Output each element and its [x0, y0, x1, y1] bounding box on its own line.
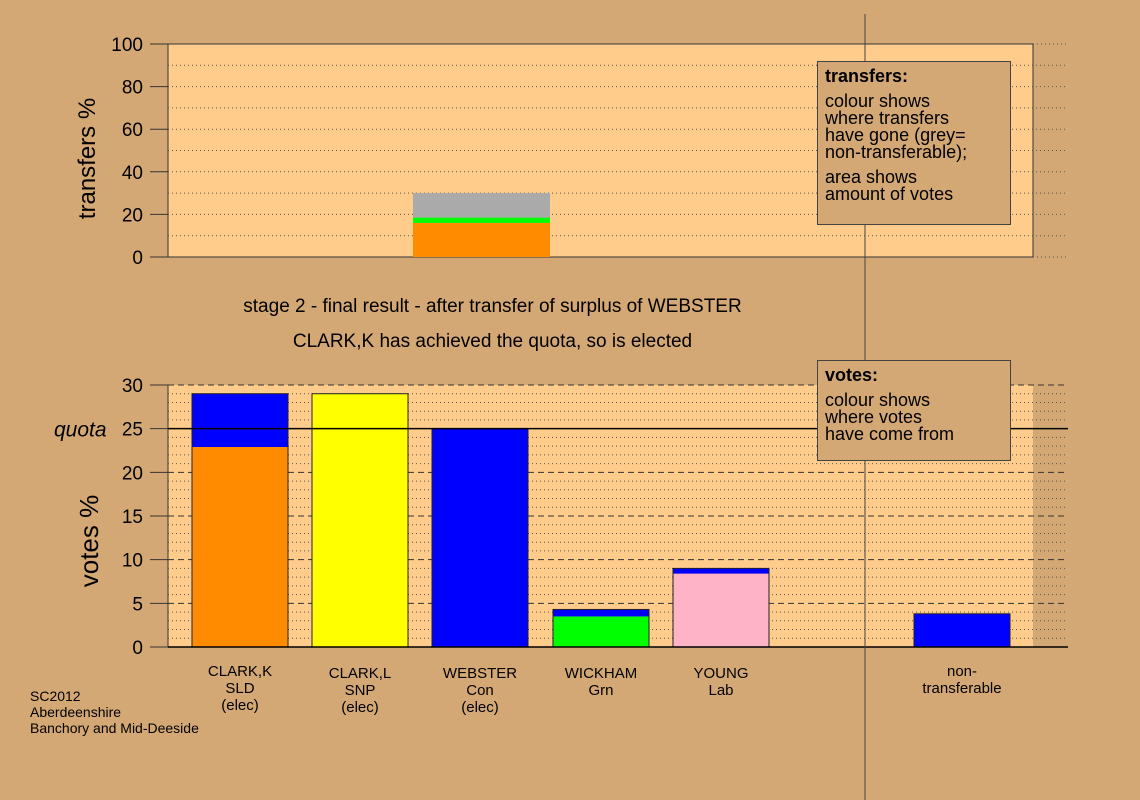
candidate-label-line: Grn	[588, 682, 614, 699]
votes-y-axis-label: votes %	[74, 495, 104, 588]
candidate-label-line: SNP	[344, 682, 376, 699]
transfers-legend-heading: transfers:	[825, 66, 909, 86]
source-note: SC2012 Aberdeenshire Banchory and Mid-De…	[30, 688, 199, 736]
quota-label: quota	[54, 419, 107, 442]
source-ward: Banchory and Mid-Deeside	[30, 720, 199, 736]
candidate-label-line: non-	[946, 663, 978, 680]
stage-title: stage 2 - final result - after transfer …	[243, 296, 742, 317]
vote-bar-segment-snp	[312, 393, 408, 647]
elected-note: CLARK,K has achieved the quota, so is el…	[292, 331, 693, 352]
transfers-tick-label: 60	[122, 120, 143, 141]
transfers-legend-line: have gone (grey=	[825, 125, 966, 145]
transfers-legend-line: amount of votes	[825, 184, 954, 204]
candidate-label-line: WEBSTER	[442, 665, 518, 682]
vote-bar-segment-con	[673, 568, 769, 574]
votes-legend-line: colour shows	[825, 390, 931, 410]
vote-bar-segment-grn	[553, 616, 649, 647]
transfers-legend-line: colour shows	[825, 91, 931, 111]
transfers-tick-label: 100	[111, 35, 143, 56]
votes-tick-label: 15	[122, 507, 143, 528]
votes-tick-label: 5	[132, 594, 143, 615]
transfers-tick-label: 80	[122, 78, 143, 99]
candidate-label-line: (elec)	[341, 699, 379, 716]
candidate-label-line: Con	[466, 682, 494, 699]
votes-tick-label: 25	[122, 420, 143, 441]
candidate-label: CLARK,L SNP (elec)	[300, 665, 420, 716]
candidate-label-line: CLARK,L	[328, 665, 392, 682]
candidate-label: WICKHAM Grn	[541, 665, 661, 699]
vote-bar-segment-con	[553, 609, 649, 617]
votes-tick-label: 0	[132, 638, 143, 659]
transfers-y-axis-label: transfers %	[74, 98, 101, 219]
votes-tick-label: 20	[122, 463, 143, 484]
candidate-label: CLARK,K SLD (elec)	[180, 663, 300, 714]
candidate-label-line: WICKHAM	[564, 665, 638, 682]
vote-bar-segment-sld	[192, 447, 288, 647]
source-council: Aberdeenshire	[30, 704, 122, 720]
candidate-label-line: transferable	[922, 680, 1002, 697]
transfer-segment-grn	[413, 217, 550, 223]
votes-legend-line: have come from	[825, 424, 955, 444]
votes-tick-label: 10	[122, 551, 143, 572]
candidate-label: YOUNG Lab	[661, 665, 781, 699]
transfer-segment-non-transferable	[413, 193, 550, 218]
votes-legend: votes: colour shows where votes have com…	[817, 360, 1011, 461]
vote-bar-segment-con	[192, 393, 288, 448]
votes-tick-label: 30	[122, 376, 143, 397]
vote-bar-segment-lab	[673, 573, 769, 647]
transfers-tick-label: 0	[132, 248, 143, 269]
transfers-legend-line: where transfers	[825, 108, 950, 128]
candidate-label: non-transferable	[902, 663, 1022, 697]
candidate-label: WEBSTER Con (elec)	[420, 665, 540, 716]
candidate-label-line: YOUNG	[693, 665, 749, 682]
candidate-label-line: (elec)	[221, 697, 259, 714]
votes-legend-heading: votes:	[825, 365, 879, 385]
transfers-tick-label: 40	[122, 163, 143, 184]
transfers-legend-line: area shows	[825, 167, 918, 187]
source-election: SC2012	[30, 688, 81, 704]
vote-bar-segment-con	[914, 613, 1010, 647]
transfers-legend-line: non-transferable);	[825, 142, 968, 162]
candidate-label-line: CLARK,K	[207, 663, 273, 680]
vote-bar-segment-con	[432, 428, 528, 647]
candidate-label-line: (elec)	[461, 699, 499, 716]
votes-legend-line: where votes	[825, 407, 923, 427]
transfers-legend: transfers: colour shows where transfers …	[817, 61, 1011, 225]
candidate-label-line: Lab	[708, 682, 734, 699]
transfer-segment-sld	[413, 222, 550, 257]
candidate-label-line: SLD	[225, 680, 255, 697]
transfers-tick-label: 20	[122, 205, 143, 226]
